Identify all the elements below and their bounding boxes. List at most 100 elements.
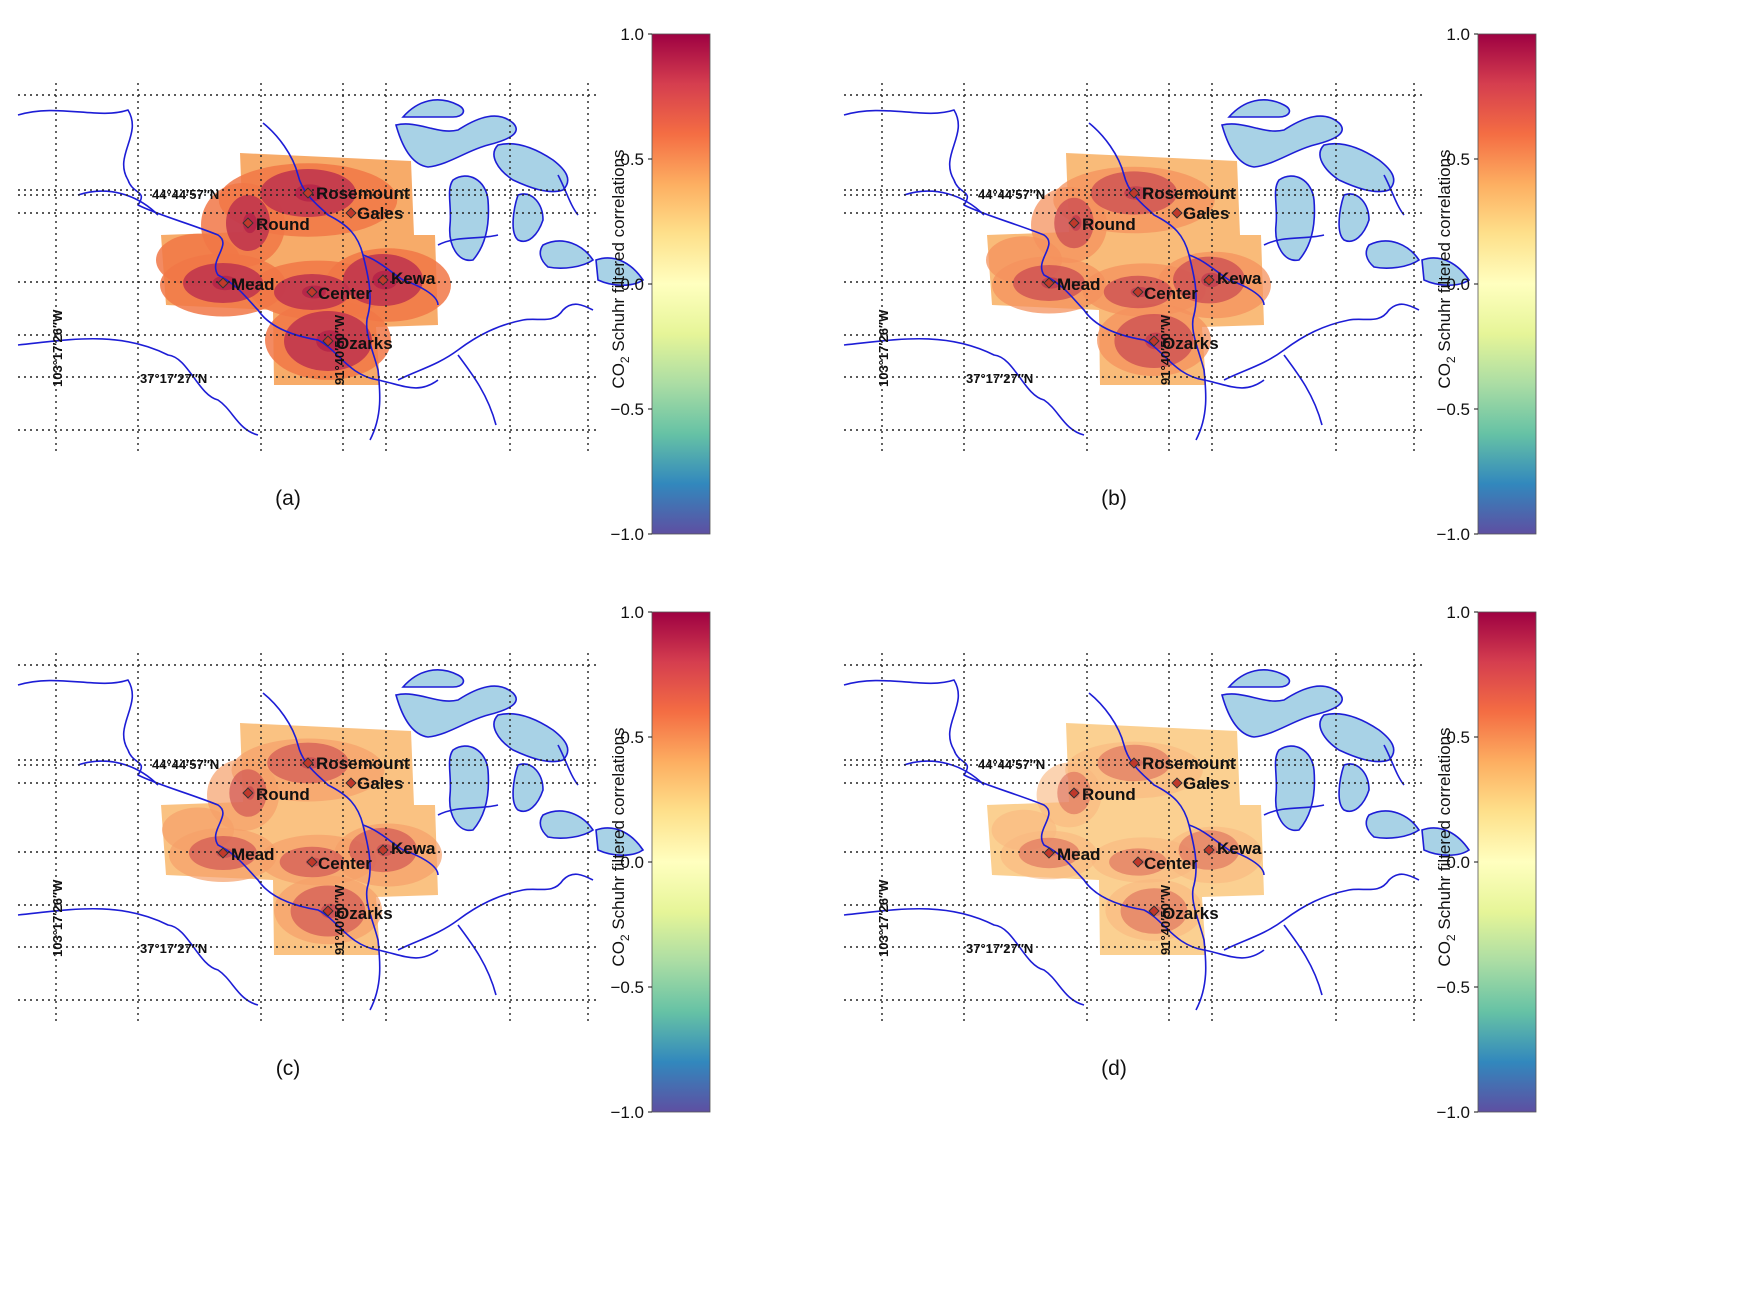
colorbar-scale [1477, 611, 1537, 1113]
river-line [1263, 804, 1325, 816]
lake-shape [448, 745, 490, 831]
site-marker-ozarks [1148, 335, 1160, 347]
site-marker-round [242, 217, 254, 229]
lake-shape [1421, 257, 1471, 287]
panel-label: (a) [275, 487, 301, 510]
river-line [457, 924, 497, 996]
river-line [437, 234, 499, 246]
site-marker-rosemount [1128, 757, 1140, 769]
site-label-round: Round [1082, 785, 1136, 804]
site-label-gales: Gales [357, 774, 403, 793]
site-marker-kewa [1203, 274, 1215, 286]
site-label-ozarks: Ozarks [336, 904, 393, 923]
river-line [17, 908, 259, 1006]
site-label-mead: Mead [1057, 275, 1100, 294]
site-label-mead: Mead [1057, 845, 1100, 864]
colorbar-tick-label: 0.5 [1446, 728, 1470, 747]
site-label-kewa: Kewa [391, 269, 436, 288]
colorbar-tick-label: 0.5 [620, 728, 644, 747]
site-label-gales: Gales [1183, 204, 1229, 223]
lake-shape [1365, 810, 1421, 839]
site-label-rosemount: Rosemount [316, 754, 410, 773]
lake-shape [401, 99, 465, 118]
lake-shape [539, 240, 595, 269]
river-line [77, 760, 159, 786]
colorbar-title: CO2 Schuhr filtered correlations [609, 727, 632, 966]
river-line [1188, 254, 1265, 306]
lon-label-west: 103°17′26″W [876, 309, 891, 387]
site-label-gales: Gales [357, 204, 403, 223]
colorbar-tick-label: −1.0 [1436, 1103, 1470, 1122]
site-marker-center [306, 286, 318, 298]
site-marker-mead [217, 847, 229, 859]
river-line [1283, 924, 1323, 996]
site-label-ozarks: Ozarks [1162, 904, 1219, 923]
river-line [1263, 234, 1325, 246]
lon-label-west: 103°17′26″W [50, 309, 65, 387]
river-line [1188, 824, 1265, 876]
site-marker-mead [217, 277, 229, 289]
colorbar-scale [651, 611, 711, 1113]
lon-label-east: 91°40′50″W [332, 884, 347, 955]
colorbar-tick-label: 0.0 [1446, 275, 1470, 294]
lat-label-north: 44°44′57″N [152, 187, 219, 202]
lake-shape [1338, 193, 1370, 242]
site-marker-center [1132, 856, 1144, 868]
lake-shape [493, 142, 569, 193]
site-marker-rosemount [302, 757, 314, 769]
river-line [362, 824, 439, 876]
lon-label-east: 91°40′50″W [1158, 314, 1173, 385]
colorbar-tick-label: −0.5 [610, 400, 644, 419]
site-label-center: Center [318, 854, 372, 873]
site-label-round: Round [1082, 215, 1136, 234]
site-label-gales: Gales [1183, 774, 1229, 793]
colorbar-tick-label: −1.0 [1436, 525, 1470, 544]
lake-shape [539, 810, 595, 839]
site-marker-ozarks [322, 335, 334, 347]
site-marker-kewa [1203, 844, 1215, 856]
river-line [397, 303, 594, 381]
lake-shape [1221, 115, 1343, 168]
colorbar-scale [651, 33, 711, 535]
river-line [437, 804, 499, 816]
site-marker-ozarks [322, 905, 334, 917]
colorbar-tick-label: 0.5 [1446, 150, 1470, 169]
site-label-ozarks: Ozarks [336, 334, 393, 353]
lat-label-north: 44°44′57″N [978, 187, 1045, 202]
colorbar-tick-label: 1.0 [1446, 603, 1470, 622]
site-marker-round [1068, 787, 1080, 799]
lake-shape [493, 712, 569, 763]
lake-shape [1274, 745, 1316, 831]
lake-shape [395, 685, 517, 738]
river-line [1283, 354, 1323, 426]
colorbar-title: CO2 Schuhr filtered correlations [1435, 727, 1458, 966]
site-label-mead: Mead [231, 845, 274, 864]
lon-label-east: 91°40′50″W [332, 314, 347, 385]
site-label-ozarks: Ozarks [1162, 334, 1219, 353]
river-line [397, 873, 594, 951]
lon-label-west: 103°17′26″W [50, 879, 65, 957]
river-line [843, 338, 1085, 436]
site-marker-gales [345, 777, 357, 789]
site-label-kewa: Kewa [1217, 269, 1262, 288]
river-line [903, 190, 985, 216]
lake-shape [512, 763, 544, 812]
lake-shape [1274, 175, 1316, 261]
colorbar-1: 1.0 0.5 0.0 −0.5 −1.0 CO2 Schuhr filtered cor… [609, 25, 711, 544]
site-label-center: Center [1144, 854, 1198, 873]
colorbar-3: 1.0 0.5 0.0 −0.5 −1.0 CO2 Schuhr filtered cor… [609, 603, 711, 1122]
site-label-center: Center [1144, 284, 1198, 303]
site-label-mead: Mead [231, 275, 274, 294]
lon-label-east: 91°40′50″W [1158, 884, 1173, 955]
panel-label: (b) [1101, 487, 1127, 510]
colorbar-title: CO2 Schuhr filtered correlations [609, 149, 632, 388]
site-label-round: Round [256, 215, 310, 234]
site-marker-kewa [377, 274, 389, 286]
lat-label-north: 44°44′57″N [978, 757, 1045, 772]
lake-shape [1421, 827, 1471, 857]
